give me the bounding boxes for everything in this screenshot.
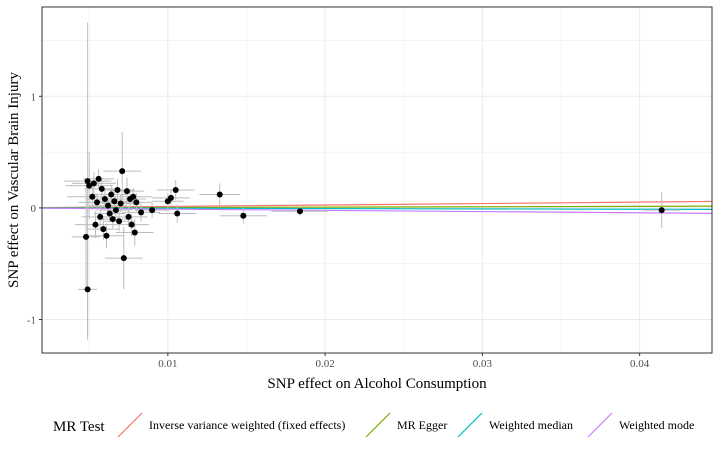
x-tick-label: 0.03 (473, 358, 493, 370)
data-point (296, 208, 303, 215)
legend-label: Weighted median (489, 418, 573, 432)
data-point (101, 195, 108, 202)
legend-key (365, 412, 391, 438)
fit-line (41, 200, 713, 209)
data-point (216, 191, 223, 198)
data-point (109, 216, 116, 223)
y-tick-label: -1 (27, 315, 36, 327)
data-point (174, 210, 181, 217)
data-point (117, 200, 124, 207)
data-point (105, 202, 112, 209)
x-tick-label: 0.01 (158, 358, 177, 370)
y-tick-label: 0 (31, 203, 37, 215)
data-point (111, 198, 118, 205)
legend-title: MR Test (53, 419, 105, 435)
legend-key (457, 412, 483, 438)
grid (42, 7, 712, 353)
x-axis-title: SNP effect on Alcohol Consumption (267, 376, 487, 392)
data-point (167, 194, 174, 201)
legend-key (117, 412, 143, 438)
data-point (90, 180, 97, 187)
data-point (106, 210, 113, 217)
data-point (149, 207, 156, 214)
data-point (100, 226, 107, 233)
data-point (130, 193, 137, 200)
legend-label: MR Egger (397, 418, 447, 432)
data-point (128, 221, 135, 228)
y-tick-label: 1 (31, 91, 37, 103)
x-tick-label: 0.02 (315, 358, 334, 370)
data-point (103, 232, 110, 239)
data-point (120, 255, 127, 262)
data-point (112, 207, 119, 214)
data-point (658, 207, 665, 214)
data-points (83, 168, 665, 293)
data-point (125, 213, 132, 220)
data-point (92, 221, 99, 228)
data-point (94, 199, 101, 206)
data-point (84, 286, 91, 293)
data-point (138, 209, 145, 216)
data-point (172, 187, 179, 194)
data-point (108, 191, 115, 198)
plot-panel-border (41, 6, 713, 354)
error-bars (64, 22, 681, 340)
axes: 0.01 0.02 0.03 0.04 -1 0 1 (27, 91, 650, 370)
legend-key (587, 412, 613, 438)
data-point (116, 218, 123, 225)
data-point (133, 199, 140, 206)
data-point (123, 188, 130, 195)
data-point (98, 185, 105, 192)
legend: MR Test Inverse variance weighted (fixed… (53, 412, 694, 438)
data-point (86, 182, 93, 189)
x-tick-label: 0.04 (630, 358, 650, 370)
data-point (131, 229, 138, 236)
legend-label: Inverse variance weighted (fixed effects… (149, 418, 345, 432)
y-axis-title: SNP effect on Vascular Brain Injury (6, 72, 22, 288)
data-point (83, 233, 90, 240)
data-point (114, 187, 121, 194)
data-point (89, 193, 96, 200)
fit-line (41, 205, 713, 209)
data-point (97, 213, 104, 220)
legend-label: Weighted mode (619, 418, 694, 432)
data-point (119, 168, 126, 175)
data-point (240, 212, 247, 219)
data-point (95, 175, 102, 182)
